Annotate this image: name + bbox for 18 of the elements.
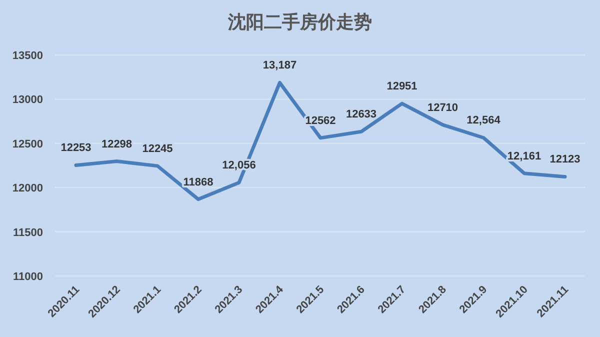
y-tick-label: 13000 — [12, 94, 43, 106]
data-label: 12298 — [101, 138, 132, 150]
y-tick-label: 12500 — [12, 138, 43, 150]
data-label: 12123 — [550, 154, 580, 166]
data-label: 12710 — [427, 102, 458, 114]
data-label: 11868 — [183, 176, 214, 188]
data-label: 12951 — [386, 80, 418, 93]
data-label: 12245 — [142, 142, 173, 155]
chart-title: 沈阳二手房价走势 — [227, 12, 372, 33]
data-label: 12633 — [346, 108, 377, 121]
y-tick-label: 13500 — [12, 50, 43, 62]
data-label: 13,187 — [262, 60, 297, 72]
data-label: 12253 — [60, 142, 92, 154]
data-label: 12,564 — [466, 114, 502, 127]
y-tick-label: 11500 — [13, 226, 43, 239]
y-tick-label: 12000 — [12, 182, 43, 195]
y-tick-label: 11000 — [13, 271, 43, 283]
data-label: 12,161 — [507, 150, 542, 162]
